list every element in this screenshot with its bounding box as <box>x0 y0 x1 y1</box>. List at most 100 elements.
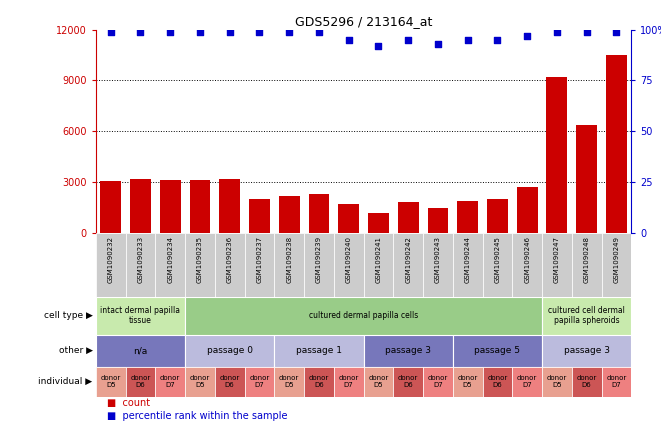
Bar <box>338 204 359 233</box>
Bar <box>453 367 483 397</box>
Bar <box>423 233 453 297</box>
Text: donor
D7: donor D7 <box>517 375 537 388</box>
Bar <box>393 367 423 397</box>
Bar <box>155 233 185 297</box>
Bar <box>185 367 215 397</box>
Bar <box>602 367 631 397</box>
Bar <box>155 367 185 397</box>
Text: donor
D5: donor D5 <box>190 375 210 388</box>
Bar <box>428 208 448 233</box>
Text: GSM1090241: GSM1090241 <box>375 236 381 283</box>
Text: donor
D7: donor D7 <box>428 375 448 388</box>
Text: donor
D6: donor D6 <box>398 375 418 388</box>
Bar <box>602 233 631 297</box>
Bar <box>96 297 185 335</box>
Bar <box>572 367 602 397</box>
Text: ■  percentile rank within the sample: ■ percentile rank within the sample <box>106 412 287 421</box>
Bar <box>368 213 389 233</box>
Text: donor
D6: donor D6 <box>487 375 508 388</box>
Bar <box>96 367 126 397</box>
Text: donor
D5: donor D5 <box>457 375 478 388</box>
Text: donor
D7: donor D7 <box>249 375 270 388</box>
Text: GSM1090242: GSM1090242 <box>405 236 411 283</box>
Bar <box>185 335 274 367</box>
Bar <box>185 233 215 297</box>
Point <box>551 28 562 35</box>
Point <box>373 42 383 49</box>
Point <box>522 32 532 39</box>
Bar <box>274 233 304 297</box>
Text: GSM1090236: GSM1090236 <box>227 236 233 283</box>
Text: GSM1090243: GSM1090243 <box>435 236 441 283</box>
Text: donor
D7: donor D7 <box>160 375 180 388</box>
Bar <box>398 203 418 233</box>
Point <box>165 28 175 35</box>
Text: passage 0: passage 0 <box>207 346 253 355</box>
Bar <box>576 124 597 233</box>
Text: donor
D7: donor D7 <box>606 375 627 388</box>
Text: donor
D5: donor D5 <box>279 375 299 388</box>
Bar <box>512 233 542 297</box>
Bar <box>126 367 155 397</box>
Text: donor
D5: donor D5 <box>547 375 567 388</box>
Text: donor
D6: donor D6 <box>130 375 151 388</box>
Bar <box>364 233 393 297</box>
Text: cultured dermal papilla cells: cultured dermal papilla cells <box>309 311 418 320</box>
Bar <box>219 179 240 233</box>
Text: GSM1090245: GSM1090245 <box>494 236 500 283</box>
Bar <box>190 180 210 233</box>
Bar <box>130 179 151 233</box>
Text: GSM1090233: GSM1090233 <box>137 236 143 283</box>
Bar <box>126 233 155 297</box>
Point <box>582 28 592 35</box>
Text: GSM1090235: GSM1090235 <box>197 236 203 283</box>
Text: GSM1090239: GSM1090239 <box>316 236 322 283</box>
Bar <box>364 367 393 397</box>
Text: passage 1: passage 1 <box>296 346 342 355</box>
Bar <box>393 233 423 297</box>
Text: cultured cell dermal
papilla spheroids: cultured cell dermal papilla spheroids <box>548 306 625 325</box>
Bar <box>304 233 334 297</box>
Bar <box>364 335 453 367</box>
Point <box>284 28 295 35</box>
Bar <box>274 335 364 367</box>
Text: GSM1090247: GSM1090247 <box>554 236 560 283</box>
Text: cell type ▶: cell type ▶ <box>44 311 93 320</box>
Text: GSM1090248: GSM1090248 <box>584 236 590 283</box>
Bar <box>215 233 245 297</box>
Bar <box>517 187 537 233</box>
Text: passage 5: passage 5 <box>475 346 520 355</box>
Bar <box>274 367 304 397</box>
Bar <box>542 367 572 397</box>
Point <box>106 28 116 35</box>
Bar <box>487 199 508 233</box>
Bar <box>334 233 364 297</box>
Text: GSM1090249: GSM1090249 <box>613 236 619 283</box>
Bar <box>542 297 631 335</box>
Point <box>492 36 502 43</box>
Bar <box>215 367 245 397</box>
Text: donor
D7: donor D7 <box>338 375 359 388</box>
Point <box>314 28 325 35</box>
Text: GSM1090240: GSM1090240 <box>346 236 352 283</box>
Text: donor
D6: donor D6 <box>309 375 329 388</box>
Bar <box>334 367 364 397</box>
Point <box>344 36 354 43</box>
Bar <box>185 297 542 335</box>
Text: GSM1090244: GSM1090244 <box>465 236 471 283</box>
Text: intact dermal papilla
tissue: intact dermal papilla tissue <box>100 306 180 325</box>
Point <box>611 28 621 35</box>
Text: donor
D5: donor D5 <box>368 375 389 388</box>
Text: donor
D5: donor D5 <box>100 375 121 388</box>
Bar <box>547 77 567 233</box>
Bar <box>279 196 299 233</box>
Text: GSM1090237: GSM1090237 <box>256 236 262 283</box>
Text: passage 3: passage 3 <box>564 346 609 355</box>
Bar <box>96 335 185 367</box>
Bar <box>483 233 512 297</box>
Bar <box>483 367 512 397</box>
Bar <box>542 335 631 367</box>
Point <box>403 36 414 43</box>
Text: donor
D6: donor D6 <box>576 375 597 388</box>
Title: GDS5296 / 213164_at: GDS5296 / 213164_at <box>295 16 432 28</box>
